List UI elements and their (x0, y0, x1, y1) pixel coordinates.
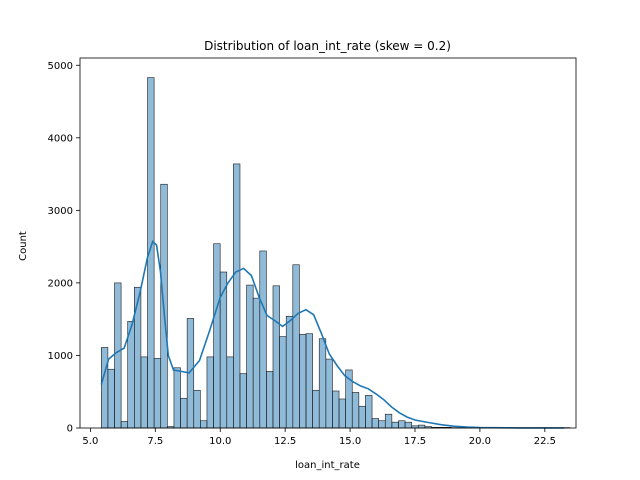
histogram-bar (299, 334, 307, 429)
y-axis-label: Count (18, 231, 29, 261)
histogram-bar (193, 389, 201, 429)
histogram-bar (312, 389, 320, 429)
histogram-bar (233, 163, 241, 429)
x-tick-label: 15.0 (339, 436, 361, 447)
histogram-bar (206, 356, 214, 429)
y-tick-label: 3000 (48, 206, 73, 217)
histogram-bar (259, 250, 267, 429)
kde-curve (100, 240, 565, 429)
histogram-bar (305, 333, 313, 429)
histogram-bar (226, 356, 234, 429)
x-tick-label: 17.5 (404, 436, 426, 447)
histogram-bar (391, 421, 399, 429)
histogram-bar (351, 392, 360, 429)
histogram-bar (173, 367, 181, 429)
histogram-bar (266, 371, 274, 429)
histogram-bar (292, 264, 300, 429)
histogram-bar (120, 421, 129, 429)
histogram-bar (318, 338, 327, 429)
histogram-bar (279, 336, 287, 429)
histogram-bar (239, 373, 247, 429)
histogram-bar (246, 284, 254, 429)
histogram-bar (213, 243, 221, 429)
histogram-bar (404, 421, 412, 429)
x-axis: 5.0 7.5 10.0 12.5 15.0 17.5 20.0 22.5 (82, 428, 556, 447)
histogram-bar (180, 397, 188, 429)
histogram-bar (285, 315, 294, 429)
histogram-bar (107, 368, 115, 429)
histogram-bar (114, 282, 122, 429)
y-tick-label: 5000 (48, 61, 73, 72)
x-tick-label: 10.0 (209, 436, 231, 447)
y-tick-label: 1000 (48, 351, 73, 362)
histogram-bar (398, 420, 406, 429)
histogram-bar (371, 418, 379, 429)
x-tick-label: 12.5 (274, 436, 296, 447)
x-tick-label: 20.0 (469, 436, 491, 447)
histogram-bar (100, 347, 109, 429)
y-tick-label: 0 (67, 424, 73, 435)
histogram-bar (252, 297, 261, 429)
histogram-bar (378, 420, 386, 429)
histogram-bar (127, 321, 135, 429)
histogram-bar (365, 395, 373, 429)
histogram-bar (332, 390, 340, 429)
y-axis: 0 1000 2000 3000 4000 5000 (48, 61, 80, 435)
y-tick-label: 4000 (48, 133, 73, 144)
chart-title: Distribution of loan_int_rate (skew = 0.… (204, 39, 451, 53)
histogram-bar (140, 356, 148, 429)
histogram-bar (325, 358, 333, 429)
histogram-bar (272, 285, 280, 429)
histogram-bar (200, 420, 208, 429)
x-tick-label: 22.5 (534, 436, 556, 447)
histogram-bar (358, 405, 366, 429)
histogram-bars (100, 77, 571, 429)
x-axis-label: loan_int_rate (295, 460, 360, 471)
x-tick-label: 5.0 (82, 436, 98, 447)
y-tick-label: 2000 (48, 278, 73, 289)
x-tick-label: 7.5 (147, 436, 163, 447)
histogram-bar (417, 424, 426, 429)
histogram-bar (384, 413, 393, 429)
histogram-bar (338, 398, 346, 429)
histogram-bar (153, 358, 162, 429)
plot-frame (79, 57, 577, 429)
